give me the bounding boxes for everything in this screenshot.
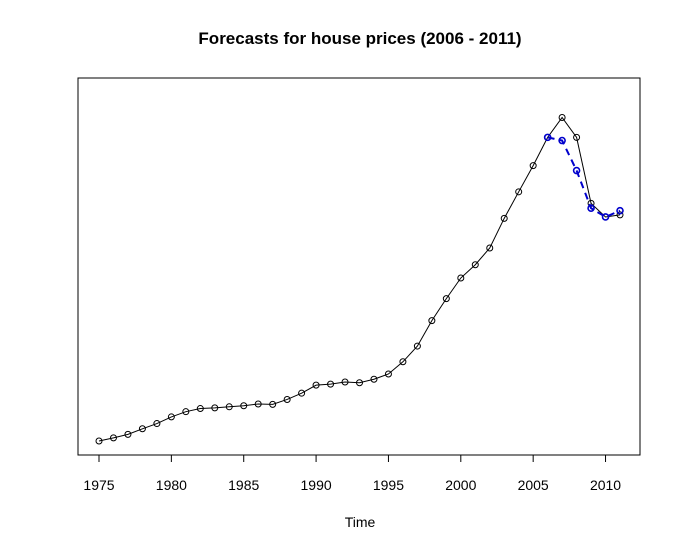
point-actual-2005 bbox=[529, 162, 537, 170]
series-actual-line bbox=[98, 116, 621, 442]
x-axis-label: Time bbox=[344, 514, 376, 530]
point-actual-1996 bbox=[399, 358, 407, 366]
point-actual-1993 bbox=[356, 379, 363, 387]
point-actual-1975 bbox=[95, 437, 103, 445]
point-forecast-2010 bbox=[601, 213, 610, 221]
point-actual-1994 bbox=[370, 375, 378, 383]
point-actual-1978 bbox=[138, 425, 146, 433]
point-actual-1982 bbox=[196, 405, 204, 413]
x-tick-label-2010: 2010 bbox=[590, 477, 621, 493]
point-actual-2011 bbox=[616, 211, 624, 219]
point-actual-1981 bbox=[182, 408, 190, 416]
point-actual-1998 bbox=[428, 317, 436, 325]
series-group bbox=[95, 113, 624, 445]
point-actual-1990 bbox=[312, 381, 320, 389]
x-tick-label-2000: 2000 bbox=[445, 477, 476, 493]
x-tick-label-1980: 1980 bbox=[156, 477, 187, 493]
point-actual-1979 bbox=[153, 420, 161, 428]
point-actual-1999 bbox=[442, 295, 450, 303]
point-actual-1987 bbox=[269, 400, 277, 408]
point-actual-1977 bbox=[124, 430, 132, 438]
point-actual-2001 bbox=[471, 261, 479, 269]
point-actual-1997 bbox=[413, 342, 421, 350]
x-tick-label-1995: 1995 bbox=[373, 477, 404, 493]
x-axis-ticks: 1975 1980 1985 1990 1995 2000 2005 2010 bbox=[83, 455, 621, 493]
x-tick-label-1990: 1990 bbox=[301, 477, 332, 493]
point-actual-1976 bbox=[109, 434, 117, 442]
point-actual-1983 bbox=[211, 404, 219, 412]
point-actual-2002 bbox=[486, 244, 494, 252]
point-actual-2007 bbox=[558, 113, 566, 121]
point-actual-1988 bbox=[283, 395, 291, 403]
point-actual-2000 bbox=[457, 274, 465, 282]
point-forecast-2007 bbox=[558, 136, 566, 145]
point-actual-2008 bbox=[573, 133, 581, 141]
series-forecast-line bbox=[547, 136, 621, 219]
point-actual-1984 bbox=[225, 403, 233, 411]
plot-frame bbox=[77, 77, 641, 456]
point-actual-1989 bbox=[298, 389, 306, 397]
point-forecast-2009 bbox=[587, 204, 595, 213]
point-actual-1986 bbox=[254, 400, 262, 408]
point-actual-2004 bbox=[515, 188, 523, 196]
point-actual-1980 bbox=[167, 413, 175, 421]
point-forecast-2006 bbox=[543, 133, 552, 142]
point-actual-1991 bbox=[327, 380, 335, 388]
point-actual-1995 bbox=[384, 370, 392, 378]
point-actual-2003 bbox=[500, 214, 508, 222]
x-tick-label-1985: 1985 bbox=[228, 477, 259, 493]
point-forecast-2008 bbox=[572, 166, 581, 175]
chart-title: Forecasts for house prices (2006 - 2011) bbox=[198, 29, 522, 48]
point-actual-1985 bbox=[240, 402, 248, 410]
x-tick-label-2005: 2005 bbox=[518, 477, 549, 493]
point-actual-1992 bbox=[341, 378, 349, 386]
point-forecast-2011 bbox=[616, 206, 624, 215]
x-tick-label-1975: 1975 bbox=[83, 477, 114, 493]
